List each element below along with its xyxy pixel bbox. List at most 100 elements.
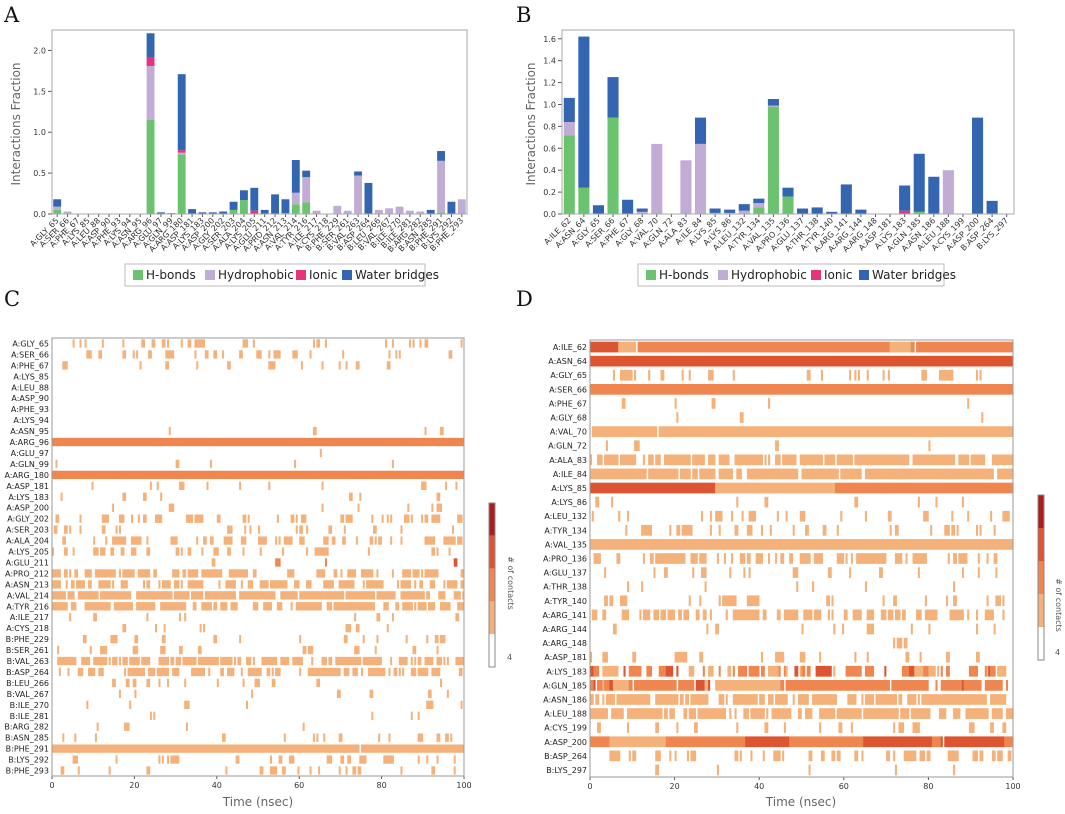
contact-segment bbox=[93, 591, 99, 600]
contact-segment bbox=[424, 569, 429, 578]
contact-segment bbox=[785, 680, 890, 691]
contact-segment bbox=[77, 744, 183, 753]
contact-segment bbox=[729, 595, 737, 607]
bar-segment-hydrophobic bbox=[724, 212, 736, 214]
contact-segment bbox=[316, 339, 321, 348]
contact-segment bbox=[827, 454, 836, 466]
contact-segment bbox=[345, 514, 353, 523]
contact-segment bbox=[254, 678, 261, 688]
contact-segment bbox=[854, 750, 859, 762]
contact-segment bbox=[734, 524, 739, 536]
bar-segment-water-bridges bbox=[753, 198, 765, 204]
contact-segment bbox=[674, 750, 677, 762]
contact-segment bbox=[319, 448, 322, 458]
contact-segment bbox=[357, 602, 367, 611]
contact-segment bbox=[990, 694, 1003, 705]
row-label: A:GLN_72 bbox=[548, 442, 587, 451]
contact-segment bbox=[161, 339, 166, 348]
contact-segment bbox=[282, 547, 285, 556]
legend-swatch-hbonds bbox=[646, 270, 656, 280]
contact-segment bbox=[244, 525, 247, 534]
contact-segment bbox=[953, 581, 956, 593]
contact-segment bbox=[105, 536, 108, 545]
contact-segment bbox=[175, 536, 178, 545]
bar-segment-h-bonds bbox=[913, 211, 925, 214]
contact-segment bbox=[197, 580, 204, 589]
contact-segment bbox=[896, 637, 903, 649]
row-label: A:LYS_205 bbox=[8, 548, 49, 557]
contact-segment bbox=[203, 624, 206, 633]
contact-segment bbox=[961, 680, 964, 691]
contact-segment bbox=[648, 468, 660, 480]
contact-segment bbox=[813, 454, 823, 466]
contact-segment bbox=[439, 426, 444, 436]
contact-segment bbox=[729, 567, 732, 578]
row-label: A:SER_66 bbox=[11, 350, 49, 359]
contact-segment bbox=[602, 694, 605, 705]
contact-segment bbox=[854, 454, 857, 466]
contact-segment bbox=[893, 708, 897, 719]
contact-segment bbox=[331, 667, 336, 677]
contact-segment bbox=[316, 733, 319, 742]
panel-d-colorbar-tick: 4 bbox=[1055, 648, 1060, 657]
bar-segment-water-bridges bbox=[913, 153, 925, 212]
contact-segment bbox=[103, 514, 109, 523]
contact-segment bbox=[443, 536, 449, 545]
contact-segment bbox=[64, 569, 68, 578]
contact-segment bbox=[625, 369, 633, 381]
contact-segment bbox=[715, 623, 719, 635]
contact-segment bbox=[323, 536, 329, 545]
contact-segment bbox=[820, 750, 825, 762]
contact-segment bbox=[134, 536, 140, 545]
contact-segment bbox=[354, 645, 360, 655]
contact-segment bbox=[819, 651, 822, 663]
contact-segment bbox=[953, 764, 956, 776]
contact-segment bbox=[669, 609, 675, 621]
contact-segment bbox=[880, 609, 885, 621]
contact-segment bbox=[316, 569, 322, 578]
contact-segment bbox=[307, 667, 315, 677]
contact-segment bbox=[799, 665, 802, 677]
contact-segment bbox=[921, 369, 927, 381]
contact-segment bbox=[149, 481, 152, 490]
contact-segment bbox=[439, 656, 442, 666]
row-label: B:PHE_291 bbox=[6, 745, 49, 754]
contact-segment bbox=[819, 708, 829, 719]
contact-segment bbox=[732, 609, 735, 621]
contact-segment bbox=[340, 755, 345, 764]
contact-segment bbox=[887, 369, 890, 381]
contact-segment bbox=[448, 536, 456, 545]
contact-segment bbox=[137, 514, 140, 523]
contact-segment bbox=[690, 750, 697, 762]
contact-segment bbox=[103, 580, 111, 589]
contact-segment bbox=[336, 656, 345, 666]
contact-segment bbox=[669, 750, 672, 762]
contact-segment bbox=[768, 665, 774, 677]
contact-segment bbox=[612, 694, 615, 705]
contact-segment bbox=[86, 350, 92, 359]
contact-segment bbox=[852, 609, 862, 621]
contact-segment bbox=[910, 708, 931, 719]
contact-segment bbox=[221, 733, 226, 742]
contact-segment bbox=[258, 536, 261, 545]
contact-segment bbox=[180, 339, 183, 348]
x-tick-label: 0 bbox=[49, 781, 54, 790]
contact-segment bbox=[748, 665, 760, 677]
contact-segment bbox=[74, 569, 77, 578]
contact-segment bbox=[227, 547, 231, 556]
legend-label-ionic: Ionic bbox=[309, 268, 337, 282]
contact-segment bbox=[864, 468, 994, 480]
contact-segment bbox=[769, 524, 772, 536]
contact-segment bbox=[683, 708, 688, 719]
contact-segment bbox=[328, 656, 333, 666]
contact-segment bbox=[112, 656, 116, 666]
contact-segment bbox=[451, 525, 454, 534]
contact-segment bbox=[130, 536, 135, 545]
contact-segment bbox=[628, 680, 633, 691]
contact-segment bbox=[139, 536, 142, 545]
contact-segment bbox=[453, 755, 456, 764]
contact-segment bbox=[993, 553, 998, 564]
contact-segment bbox=[165, 602, 173, 611]
contact-segment bbox=[919, 750, 926, 762]
